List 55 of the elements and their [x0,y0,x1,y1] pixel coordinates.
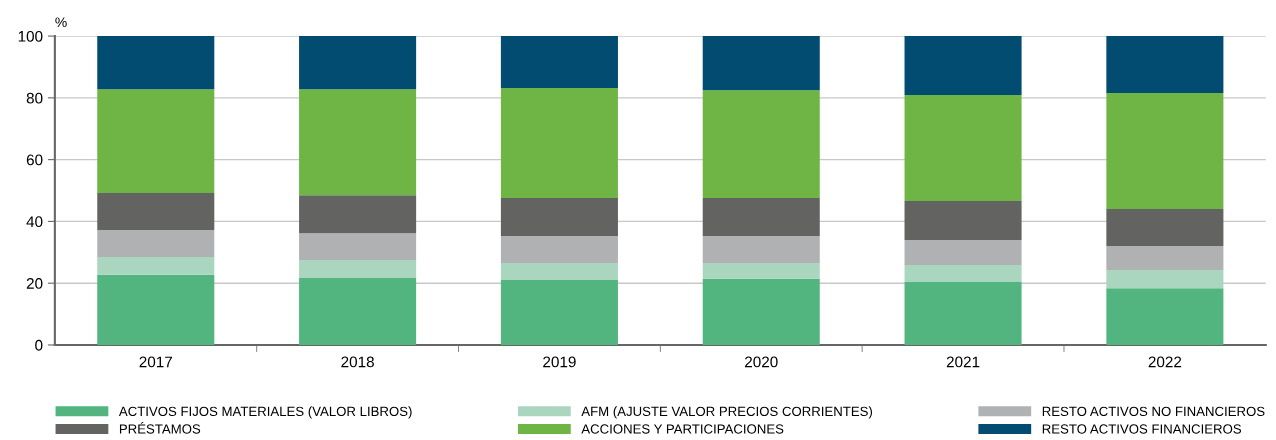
bar [500,87,618,198]
x-tick-label: 2021 [946,356,980,368]
bar [299,233,417,261]
y-tick-label: 100 [18,30,43,42]
y-tick-label: 0 [35,339,43,351]
bar [500,36,618,88]
y-tick-label: 80 [26,92,43,104]
bar [500,197,618,236]
legend-label: AFM (AJUSTE VALOR PRECIOS CORRIENTES) [581,406,873,419]
y-tick-label: 20 [26,278,43,289]
bar [702,197,820,236]
bar [299,195,417,234]
bar [97,89,215,193]
legend-label: RESTO ACTIVOS NO FINANCIEROS [1042,406,1265,417]
legend-label: ACTIVOS FIJOS MATERIALES (VALOR LIBROS) [118,406,412,419]
y-tick-label: 40 [26,216,43,228]
bar [904,239,1022,265]
bar [904,95,1022,202]
bar [299,36,417,90]
bar [1106,36,1224,93]
x-tick-label: 2022 [1148,356,1182,368]
bar [299,89,417,196]
bar [702,90,820,198]
bar [1106,288,1224,345]
bar [97,36,215,90]
bar [904,281,1022,345]
legend-label: ACCIONES Y PARTICIPACIONES [581,424,784,434]
legend-label: PRÉSTAMOS [119,422,201,434]
bar [702,36,820,91]
bar [97,230,215,257]
x-tick-label: 2020 [745,356,778,368]
bar [702,235,820,264]
bar [702,263,820,279]
bar [1106,246,1224,270]
bar [904,36,1022,96]
legend-label: RESTO ACTIVOS FINANCIEROS [1042,424,1242,434]
bar [299,260,417,278]
y-tick-label: 60 [26,154,43,166]
bar [97,192,215,231]
y-axis-title: % [55,17,67,28]
bar [500,235,618,264]
bar [702,278,820,345]
bar [299,277,417,345]
bar [97,274,215,345]
bar [904,264,1022,282]
bar [500,280,618,345]
bar [1106,209,1224,247]
bar [500,263,618,281]
bar [97,256,215,275]
x-tick-label: 2018 [341,356,374,368]
bar [904,201,1022,240]
bar [1106,92,1224,210]
x-tick-label: 2017 [139,356,173,368]
bar [1106,269,1224,289]
x-tick-label: 2019 [543,356,576,368]
